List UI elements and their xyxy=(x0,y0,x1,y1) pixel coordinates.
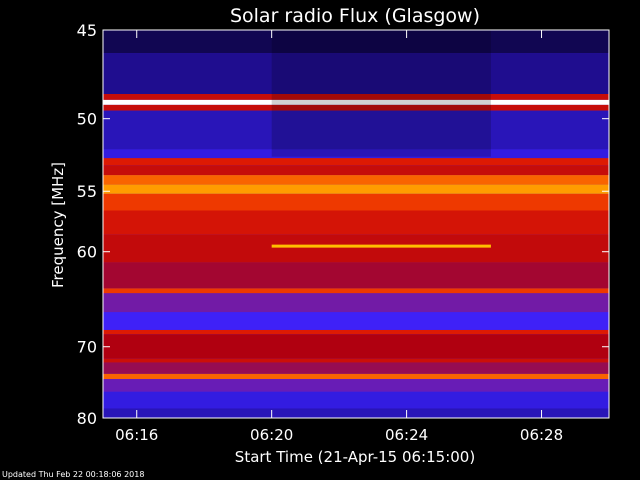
spectrogram-band xyxy=(103,379,609,392)
spectrogram-band xyxy=(103,358,609,363)
spectrogram-band xyxy=(103,184,609,194)
spectrogram-band xyxy=(103,312,609,330)
y-tick-label: 55 xyxy=(77,182,97,201)
radio-burst xyxy=(271,244,491,248)
spectrogram-band xyxy=(103,373,609,380)
x-tick-label: 06:16 xyxy=(115,426,158,444)
spectrogram-band xyxy=(103,149,609,159)
plot-axes: 45 50 55 60 70 80 06:16 06:20 06:24 06:28 xyxy=(77,21,610,444)
spectrogram-band xyxy=(103,175,609,185)
x-axis-label: Start Time (21-Apr-15 06:15:00) xyxy=(235,448,475,466)
spectrogram-band xyxy=(103,53,609,94)
plot-frame xyxy=(102,29,610,419)
y-tick-label: 80 xyxy=(77,409,97,428)
spectrogram-band xyxy=(103,158,609,166)
spectrogram-band xyxy=(103,210,609,235)
spectrogram-band xyxy=(103,234,609,263)
spectrogram-features xyxy=(271,30,491,248)
spectrogram-band xyxy=(103,193,609,211)
spectrogram-band xyxy=(103,110,609,150)
chart-title: Solar radio Flux (Glasgow) xyxy=(230,5,480,27)
spectrogram-bands xyxy=(103,30,609,418)
y-tick-label: 70 xyxy=(77,338,97,357)
x-tick-label: 06:20 xyxy=(250,426,293,444)
spectrogram-band xyxy=(103,329,609,335)
spectrogram-band xyxy=(103,94,609,100)
y-tick-label: 45 xyxy=(77,21,97,40)
spectrogram-band xyxy=(103,391,609,409)
y-tick-label: 60 xyxy=(77,243,97,262)
spectrogram-band xyxy=(103,408,609,418)
y-tick-label: 50 xyxy=(77,110,97,129)
y-axis-label: Frequency [MHz] xyxy=(49,162,67,288)
quiet-interval xyxy=(271,30,491,157)
spectrogram-band xyxy=(103,165,609,176)
spectrogram-band xyxy=(103,262,609,289)
x-tick-label: 06:28 xyxy=(520,426,563,444)
spectrogram-band xyxy=(103,288,609,294)
x-tick-label: 06:24 xyxy=(385,426,428,444)
spectrogram-band xyxy=(103,334,609,359)
spectrogram-band xyxy=(103,104,609,111)
spectrogram-band xyxy=(103,362,609,374)
spectrogram-band xyxy=(103,99,609,105)
updated-footer: Updated Thu Feb 22 00:18:06 2018 xyxy=(2,470,145,479)
spectrogram-band xyxy=(103,30,609,54)
spectrogram-band xyxy=(103,293,609,313)
